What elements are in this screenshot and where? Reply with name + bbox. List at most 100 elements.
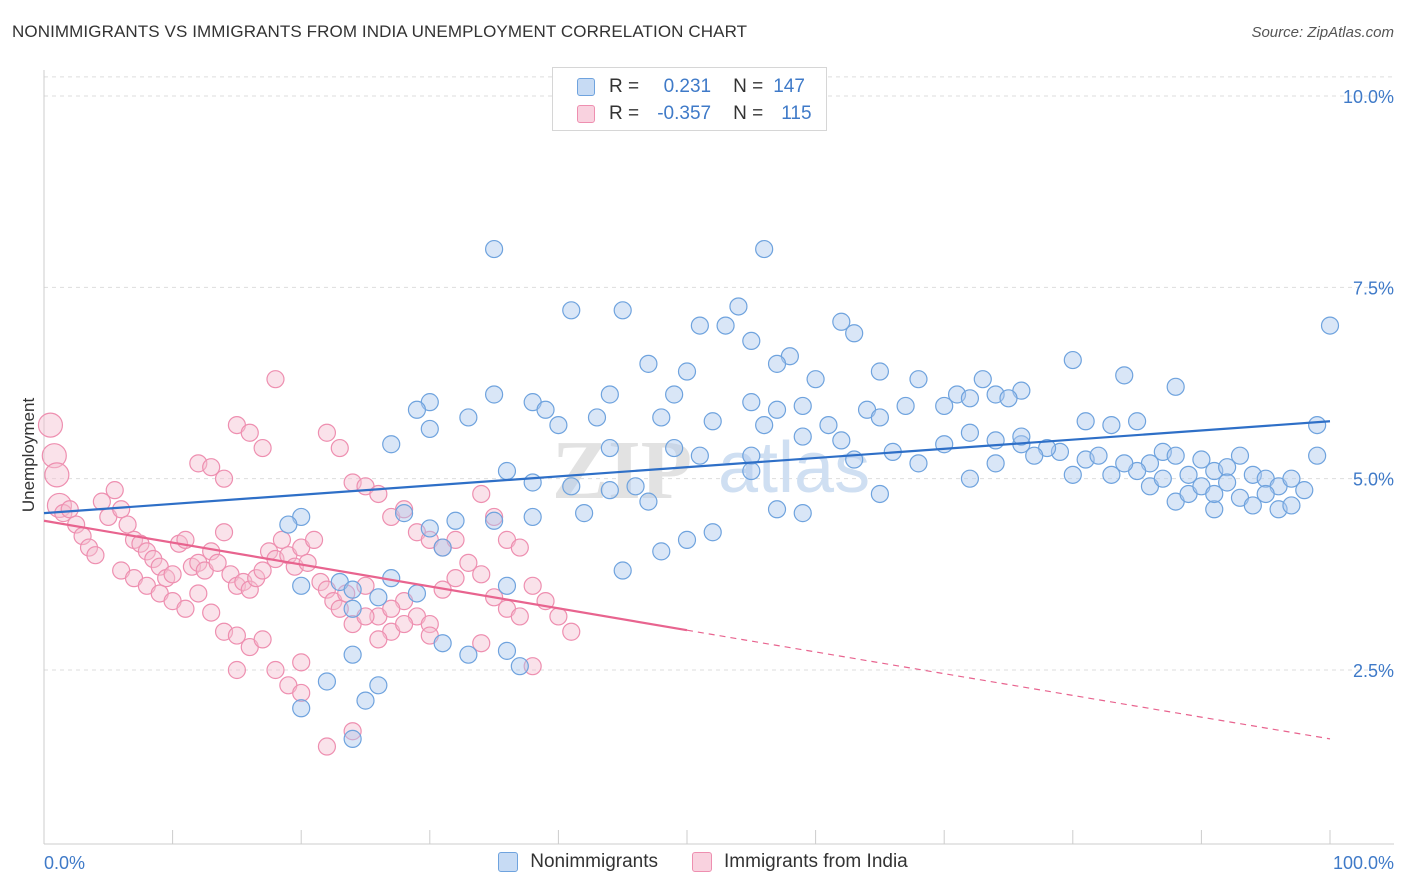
immigrants-point [472,565,491,584]
immigrants-point [253,438,272,458]
nonimmigrants-point [806,370,825,389]
immigrants-point [472,484,491,504]
nonimmigrants-point [626,477,645,496]
nonimmigrants-point [1308,446,1327,465]
immigrants-point [382,599,401,618]
nonimmigrants-point [497,641,517,660]
nonimmigrants-point [485,239,504,259]
nonimmigrants-point [382,435,401,454]
nonimmigrants-point [1063,350,1082,370]
nonimmigrants-point [575,504,594,523]
nonimmigrants-point [1218,473,1237,492]
immigrants-point [292,653,311,672]
nonimmigrants-point [793,504,812,523]
legend-label: Nonimmigrants [530,851,659,872]
nonimmigrants-point [896,396,915,416]
nonimmigrants-point [1230,446,1250,465]
nonimmigrants-point [870,408,890,427]
immigrants-point [459,553,478,572]
nonimmigrants-point [1115,454,1134,473]
legend-item-immigrants[interactable]: Immigrants from India [692,851,908,873]
axes [43,70,1394,845]
nonimmigrants-point [1205,500,1224,519]
nonimmigrants-point [407,400,427,419]
immigrants-points [37,370,581,756]
nonimmigrants-point [767,400,787,419]
nonimmigrants-point [1115,366,1134,385]
nonimmigrants-point [369,588,388,607]
immigrants-point [37,412,64,438]
r-label: R = [609,76,640,97]
immigrants-point [330,438,349,458]
nonimmigrants-point [703,412,722,431]
legend-swatch-pink [692,852,713,872]
nonimmigrants-point [677,362,697,381]
nonimmigrants-point [845,324,864,343]
r-value: -0.357 [657,103,712,124]
immigrants-point [44,462,70,488]
legend-label: Immigrants from India [724,851,908,872]
legend-swatch-blue [577,78,595,96]
nonimmigrants-point [1205,484,1224,504]
nonimmigrants-point [343,729,362,748]
nonimmigrants-point [960,423,980,442]
immigrants-point [446,569,465,588]
nonimmigrants-point [690,316,709,335]
nonimmigrants-point [986,454,1005,473]
nonimmigrants-point [459,645,478,664]
nonimmigrants-point [742,446,761,465]
nonimmigrants-point [1320,316,1340,335]
tick-labels: 2.5% 5.0% 7.5% 10.0% 0.0% 100.0% [44,87,1394,873]
watermark-zip: ZIP [552,424,692,517]
nonimmigrants-point [1025,446,1044,465]
immigrants-point [202,458,221,477]
nonimmigrants-point [433,538,452,557]
nonimmigrants-point [420,519,439,538]
legend-item-nonimmigrants[interactable]: Nonimmigrants [498,851,658,873]
nonimmigrants-point [292,576,311,595]
stats-row-nonimmigrants: R = 0.231 N = 147 [577,74,805,100]
nonimmigrants-point [497,461,517,481]
nonimmigrants-point [1282,496,1301,515]
immigrants-point [208,553,227,572]
nonimmigrants-point [639,492,658,511]
nonimmigrants-point [562,301,581,320]
nonimmigrants-point [973,370,992,389]
immigrants-point [369,630,388,649]
nonimmigrants-point [793,427,812,446]
immigrants-point [472,634,491,653]
immigrants-point [292,683,311,703]
immigrants-point [330,599,349,618]
nonimmigrants-point [1243,496,1262,515]
nonimmigrants-point [909,454,928,473]
nonimmigrants-point [793,396,812,416]
nonimmigrants-point [433,634,452,653]
nonimmigrants-point [343,580,362,599]
stats-row-immigrants: R = -0.357 N = 115 [577,101,812,127]
immigrants-point [266,370,285,389]
nonimmigrants-point [716,316,735,335]
nonimmigrants-point [523,507,542,527]
immigrants-point [510,538,529,557]
nonimmigrants-point [600,385,619,404]
nonimmigrants-point [1102,415,1121,435]
immigrants-point [549,607,568,626]
nonimmigrants-point [369,676,388,695]
nonimmigrants-point [677,530,697,549]
nonimmigrants-point [1256,484,1275,504]
nonimmigrants-point [523,473,542,492]
x-tick-label: 100.0% [1333,853,1394,873]
nonimmigrants-point [665,385,684,404]
nonimmigrants-point [690,446,709,465]
nonimmigrants-point [292,699,311,718]
immigrants-point [394,614,414,634]
nonimmigrants-point [819,415,838,435]
nonimmigrants-point [729,297,748,316]
nonimmigrants-point [485,511,504,530]
nonimmigrants-point [742,393,761,412]
r-label: R = [609,103,640,124]
series-legend: Nonimmigrants Immigrants from India [0,851,1406,873]
y-tick-label: 2.5% [1353,661,1394,681]
nonimmigrants-point [497,576,517,595]
